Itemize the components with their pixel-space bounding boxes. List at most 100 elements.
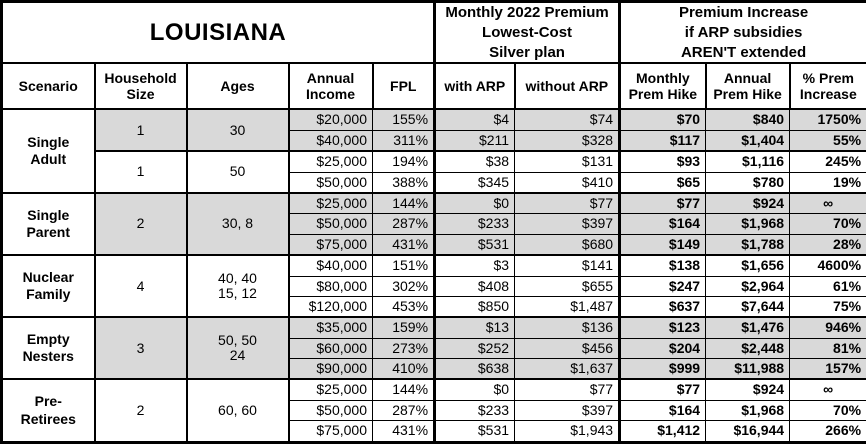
with-arp-cell: $38	[435, 151, 515, 172]
fpl-cell: 431%	[373, 421, 435, 442]
pct-prem-increase-cell: 61%	[790, 276, 866, 296]
with-arp-cell: $233	[435, 400, 515, 420]
monthly-prem-hike-cell: $138	[620, 255, 706, 276]
premium-group-header: Monthly 2022 Premium Lowest-Cost Silver …	[435, 2, 620, 64]
with-arp-cell: $408	[435, 276, 515, 296]
household-size-cell: 1	[95, 151, 187, 193]
annual-income-cell: $75,000	[289, 421, 373, 442]
without-arp-cell: $1,943	[515, 421, 620, 442]
scenario-cell: Pre- Retirees	[2, 379, 95, 442]
annual-income-cell: $20,000	[289, 109, 373, 130]
scenario-cell: Nuclear Family	[2, 255, 95, 317]
col-header-annual-prem-hike: Annual Prem Hike	[706, 63, 790, 109]
monthly-prem-hike-cell: $164	[620, 400, 706, 420]
col-header-annual-income: Annual Income	[289, 63, 373, 109]
fpl-cell: 151%	[373, 255, 435, 276]
pct-prem-increase-cell: 946%	[790, 317, 866, 338]
monthly-prem-hike-cell: $117	[620, 130, 706, 151]
fpl-cell: 431%	[373, 234, 435, 255]
annual-prem-hike-cell: $2,448	[706, 338, 790, 358]
monthly-prem-hike-cell: $93	[620, 151, 706, 172]
pct-prem-increase-cell: 19%	[790, 172, 866, 193]
without-arp-cell: $74	[515, 109, 620, 130]
annual-prem-hike-cell: $924	[706, 193, 790, 214]
without-arp-cell: $77	[515, 379, 620, 400]
with-arp-cell: $211	[435, 130, 515, 151]
annual-prem-hike-cell: $780	[706, 172, 790, 193]
ages-cell: 50	[187, 151, 289, 193]
ages-cell: 40, 40 15, 12	[187, 255, 289, 317]
annual-prem-hike-cell: $2,964	[706, 276, 790, 296]
pct-prem-increase-cell: ∞	[790, 379, 866, 400]
fpl-cell: 194%	[373, 151, 435, 172]
fpl-cell: 144%	[373, 193, 435, 214]
without-arp-cell: $456	[515, 338, 620, 358]
with-arp-cell: $13	[435, 317, 515, 338]
ages-cell: 30, 8	[187, 193, 289, 255]
ages-cell: 50, 50 24	[187, 317, 289, 379]
monthly-prem-hike-cell: $77	[620, 193, 706, 214]
household-size-cell: 3	[95, 317, 187, 379]
without-arp-cell: $680	[515, 234, 620, 255]
annual-prem-hike-cell: $1,968	[706, 400, 790, 420]
household-size-cell: 2	[95, 193, 187, 255]
annual-prem-hike-cell: $1,968	[706, 214, 790, 234]
without-arp-cell: $328	[515, 130, 620, 151]
household-size-cell: 4	[95, 255, 187, 317]
without-arp-cell: $397	[515, 214, 620, 234]
scenario-cell: Single Adult	[2, 109, 95, 193]
monthly-prem-hike-cell: $65	[620, 172, 706, 193]
col-header-monthly-prem-hike: Monthly Prem Hike	[620, 63, 706, 109]
annual-prem-hike-cell: $16,944	[706, 421, 790, 442]
annual-income-cell: $40,000	[289, 130, 373, 151]
col-header-without-arp: without ARP	[515, 63, 620, 109]
annual-prem-hike-cell: $1,116	[706, 151, 790, 172]
annual-income-cell: $50,000	[289, 172, 373, 193]
pct-prem-increase-cell: 1750%	[790, 109, 866, 130]
pct-prem-increase-cell: 70%	[790, 400, 866, 420]
household-size-cell: 1	[95, 109, 187, 151]
pct-prem-increase-cell: 70%	[790, 214, 866, 234]
pct-prem-increase-cell: 81%	[790, 338, 866, 358]
fpl-cell: 453%	[373, 296, 435, 317]
monthly-prem-hike-cell: $637	[620, 296, 706, 317]
annual-income-cell: $75,000	[289, 234, 373, 255]
col-header-pct-prem-increase: % Prem Increase	[790, 63, 866, 109]
with-arp-cell: $531	[435, 421, 515, 442]
column-header-row: Scenario Household Size Ages Annual Inco…	[2, 63, 866, 109]
pct-prem-increase-cell: 4600%	[790, 255, 866, 276]
title-row: LOUISIANA Monthly 2022 Premium Lowest-Co…	[2, 2, 866, 64]
without-arp-cell: $655	[515, 276, 620, 296]
fpl-cell: 144%	[373, 379, 435, 400]
with-arp-cell: $850	[435, 296, 515, 317]
pct-prem-increase-cell: 75%	[790, 296, 866, 317]
annual-prem-hike-cell: $924	[706, 379, 790, 400]
annual-income-cell: $25,000	[289, 151, 373, 172]
annual-income-cell: $25,000	[289, 379, 373, 400]
fpl-cell: 287%	[373, 214, 435, 234]
annual-prem-hike-cell: $840	[706, 109, 790, 130]
without-arp-cell: $136	[515, 317, 620, 338]
pct-prem-increase-cell: 157%	[790, 359, 866, 380]
scenario-cell: Empty Nesters	[2, 317, 95, 379]
household-size-cell: 2	[95, 379, 187, 442]
fpl-cell: 155%	[373, 109, 435, 130]
with-arp-cell: $0	[435, 193, 515, 214]
with-arp-cell: $252	[435, 338, 515, 358]
annual-income-cell: $50,000	[289, 400, 373, 420]
with-arp-cell: $0	[435, 379, 515, 400]
with-arp-cell: $345	[435, 172, 515, 193]
with-arp-cell: $531	[435, 234, 515, 255]
pct-prem-increase-cell: 55%	[790, 130, 866, 151]
col-header-household-size: Household Size	[95, 63, 187, 109]
without-arp-cell: $1,487	[515, 296, 620, 317]
scenario-cell: Single Parent	[2, 193, 95, 255]
with-arp-cell: $4	[435, 109, 515, 130]
without-arp-cell: $410	[515, 172, 620, 193]
ages-cell: 60, 60	[187, 379, 289, 442]
